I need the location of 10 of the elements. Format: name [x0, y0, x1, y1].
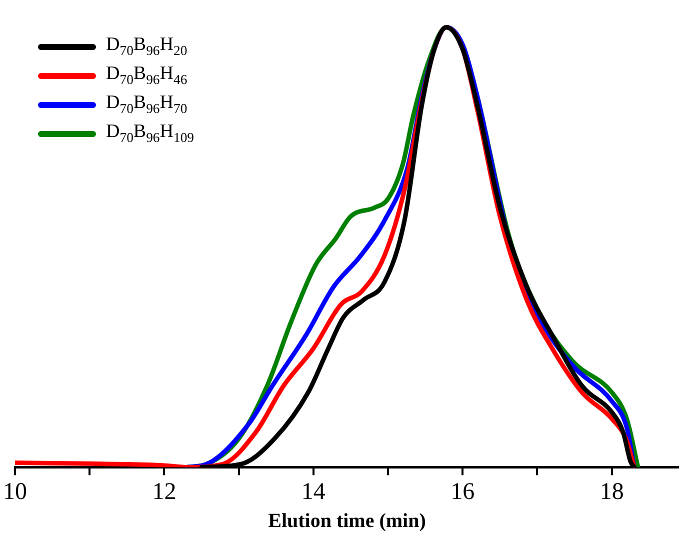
x-tick-label: 10 — [3, 478, 27, 505]
legend-label: D$_{70}$B$_{96}$H$_{70}$ — [106, 92, 188, 117]
legend-label: D$_{70}$B$_{96}$H$_{109}$ — [106, 121, 194, 146]
x-tick-label: 14 — [301, 478, 326, 505]
legend-label: D$_{70}$B$_{96}$H$_{20}$ — [106, 34, 188, 59]
x-axis-title: Elution time (min) — [268, 510, 426, 532]
x-tick-label: 18 — [600, 478, 624, 505]
legend-label: D$_{70}$B$_{96}$H$_{46}$ — [106, 63, 188, 88]
x-tick-label: 16 — [450, 478, 475, 505]
x-tick-label: 12 — [152, 478, 176, 505]
